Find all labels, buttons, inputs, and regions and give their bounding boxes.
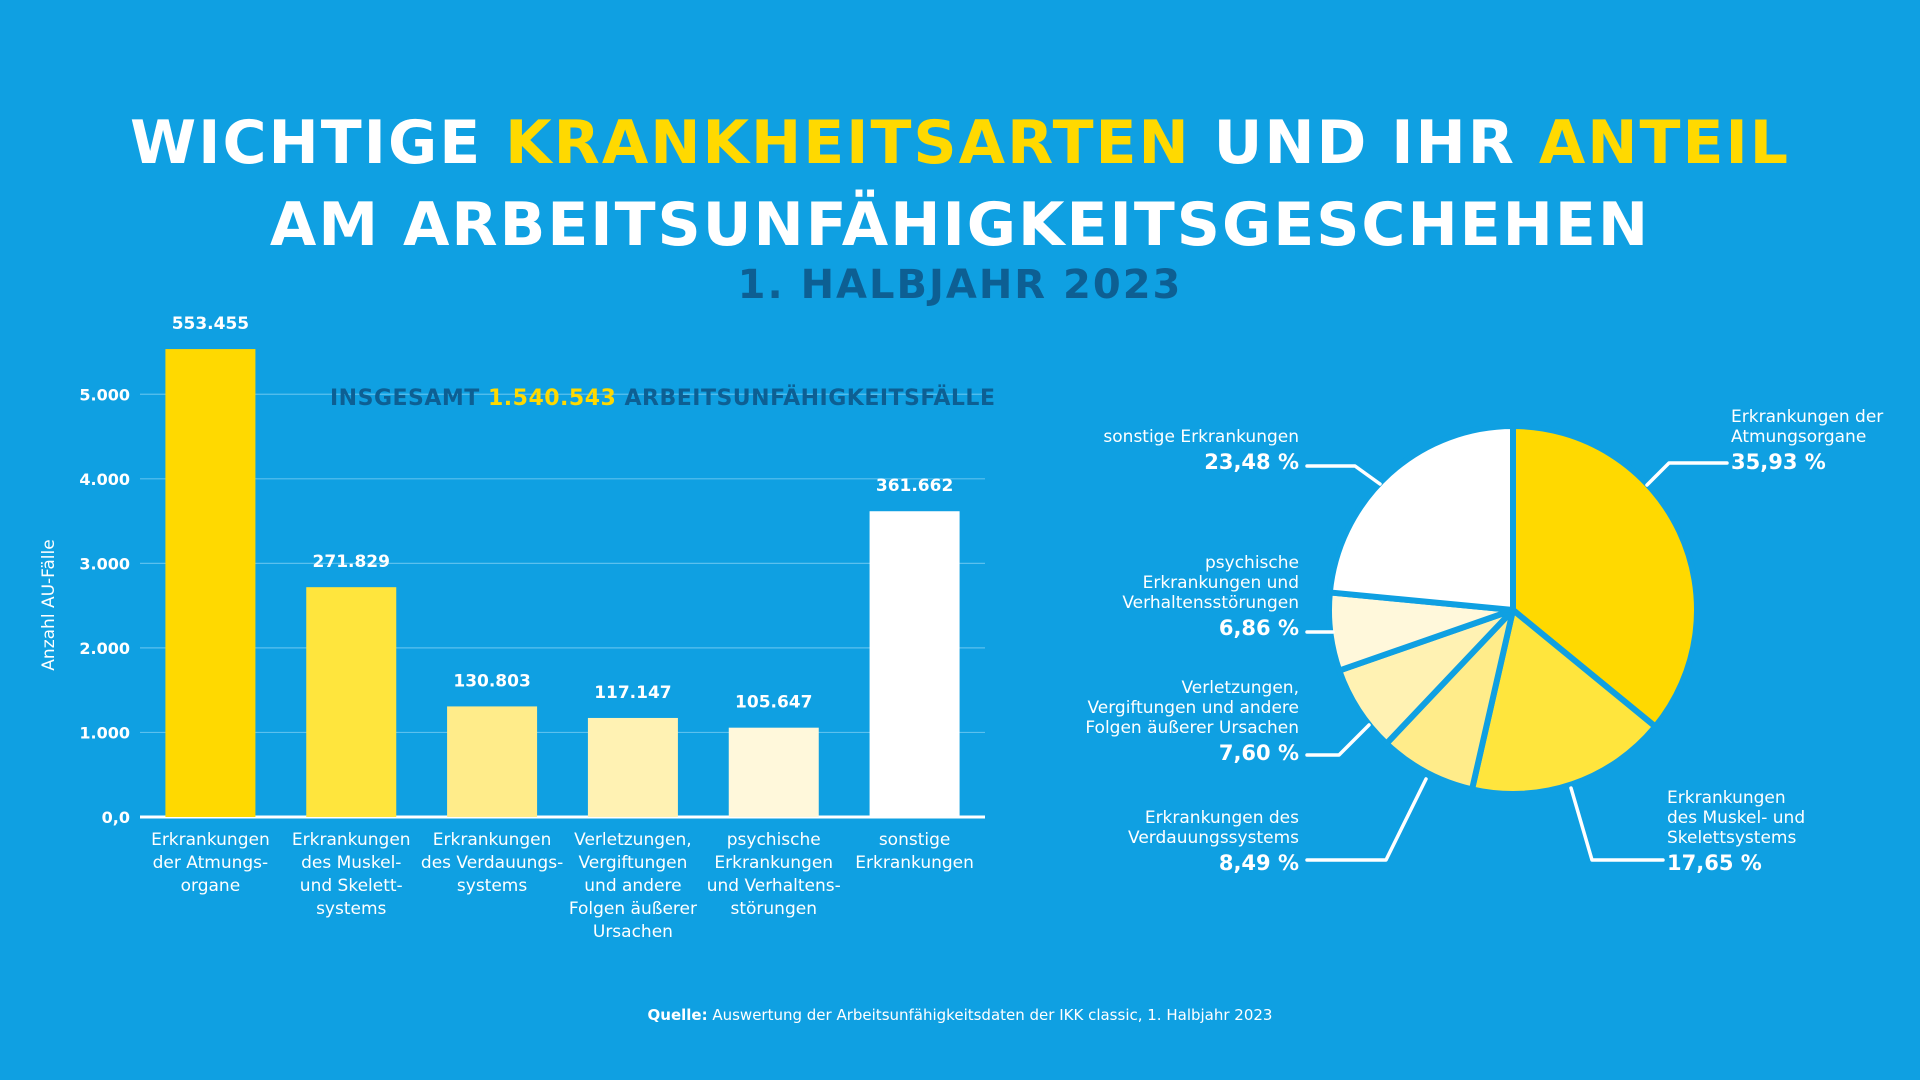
source-note: Quelle: Auswertung der Arbeitsunfähigkei… xyxy=(0,1006,1920,1024)
x-tick-label: Erkrankungen des Muskel-und Skelett-syste… xyxy=(276,829,426,921)
x-tick-label-line: Verletzungen, xyxy=(574,830,692,850)
bar-chart-grid: 0,0 1.000 2.000 3.000 4.000 5.000 xyxy=(79,385,985,827)
pie-slice xyxy=(1326,423,1516,613)
pie-slice-name-line: sonstige Erkrankungen xyxy=(1103,427,1299,447)
x-tick-label-line: sonstige xyxy=(878,830,951,850)
bar-chart: 553.455 271.829 130.803 117.147 105.647 361.6… xyxy=(165,314,960,817)
pie-slice-label: Erkrankungen des Muskel- und Skelettsystem… xyxy=(1667,788,1920,875)
bar xyxy=(306,587,397,817)
x-tick-label-line: Ursachen xyxy=(592,922,673,942)
pie-slice-percent: 7,60 % xyxy=(1218,741,1299,765)
bar xyxy=(587,717,678,817)
pie-leader-line xyxy=(1305,777,1428,862)
bar-data-label: 130.803 xyxy=(453,671,530,691)
pie-slice-name-line: Vergiftungen und andere xyxy=(1087,698,1299,718)
pie-slice xyxy=(1510,423,1700,730)
pie-slice xyxy=(1469,607,1659,797)
bar xyxy=(869,511,960,817)
bar-data-label: 361.662 xyxy=(876,476,953,496)
title-word: Wichtige xyxy=(130,108,506,178)
bar-chart-y-axis-label: Anzahl AU-Fälle xyxy=(39,539,59,671)
pie-slice-percent: 17,65 % xyxy=(1667,851,1762,875)
bar xyxy=(165,349,256,817)
x-tick-label-line: Erkrankungen xyxy=(432,830,552,850)
x-tick-label: sonstige Erkrankungen xyxy=(840,829,990,875)
pie-slice-name-line: Verdauungssystems xyxy=(1128,828,1299,848)
pie-slice-name-line: Erkrankungen des xyxy=(1144,808,1299,828)
chart-subtitle: 1. Halbjahr 2023 xyxy=(737,262,1183,308)
pie-slice-percent: 23,48 % xyxy=(1204,450,1299,474)
x-tick-label-line: Erkrankungen xyxy=(151,830,270,850)
y-tick-label: 3.000 xyxy=(79,554,130,573)
total-suffix: ARBEITSUNFÄHIGKEITSFÄLLE xyxy=(616,386,996,411)
pie-leader-line xyxy=(1305,723,1371,757)
pie-chart xyxy=(1305,423,1729,862)
total-value: 1.540.543 xyxy=(487,386,617,411)
pie-slice-name-line: Atmungsorgane xyxy=(1731,427,1867,447)
x-tick-label-line: systems xyxy=(316,899,387,919)
title-highlight-anteil: Anteil xyxy=(1538,108,1790,178)
x-tick-label-line: des Muskel- xyxy=(301,853,402,873)
x-tick-label-line: des Verdauungs- xyxy=(420,853,564,873)
x-tick-label-line: psychische xyxy=(726,830,821,850)
pie-slice-name-line: psychische xyxy=(1205,553,1299,573)
pie-slice-name-line: Skelettsystems xyxy=(1667,828,1797,848)
pie-slice-label: psychische Erkrankungen und Verhaltensstör… xyxy=(1019,553,1299,640)
y-tick-label: 2.000 xyxy=(79,639,130,658)
total-cases-label: INSGESAMT 1.540.543 ARBEITSUNFÄHIGKEITSF… xyxy=(330,386,995,411)
pie-slice-label: Verletzungen, Vergiftungen und andere Folg… xyxy=(1019,678,1299,765)
pie-slice-name-line: Erkrankungen xyxy=(1667,788,1786,808)
bar-data-label: 105.647 xyxy=(735,693,812,713)
pie-slice-label: Erkrankungen der Atmungsorgane 35,93 % xyxy=(1731,407,1920,474)
x-tick-label-line: organe xyxy=(180,876,241,896)
x-tick-label-line: Erkrankungen xyxy=(855,853,974,873)
chart-title-line-1: Wichtige Krankheitsarten und ihr Anteil xyxy=(0,108,1920,178)
y-tick-label: 4.000 xyxy=(79,470,130,489)
pie-leader-line xyxy=(1645,461,1729,487)
title-word: und ihr xyxy=(1190,108,1539,178)
pie-slice-label: Erkrankungen des Verdauungssystems 8,49 % xyxy=(1019,808,1299,875)
pie-slice-name-line: Erkrankungen der xyxy=(1731,407,1884,427)
total-prefix: INSGESAMT xyxy=(330,386,488,411)
x-tick-label-line: und Verhaltens- xyxy=(706,876,841,896)
x-tick-label-line: Erkrankungen xyxy=(291,830,411,850)
x-tick-label-line: und andere xyxy=(584,876,682,896)
pie-slice-name-line: Folgen äußerer Ursachen xyxy=(1085,718,1299,738)
y-tick-label: 5.000 xyxy=(79,385,130,404)
pie-slice-name-line: Verhaltensstörungen xyxy=(1122,593,1299,613)
pie-slice-name-line: Erkrankungen und xyxy=(1142,573,1299,593)
x-tick-label: psychische Erkrankungen und Verhaltens-stö… xyxy=(699,829,849,921)
x-tick-label-line: störungen xyxy=(730,899,818,919)
bar-data-label: 271.829 xyxy=(313,552,390,572)
bar-data-label: 117.147 xyxy=(594,683,671,703)
pie-slice-name-line: Verletzungen, xyxy=(1181,678,1299,698)
x-tick-label: Verletzungen, Vergiftungen und andere Folge… xyxy=(558,829,708,944)
pie-leader-line xyxy=(1305,464,1382,486)
bar-data-label: 553.455 xyxy=(172,314,249,334)
x-tick-label-line: Erkrankungen xyxy=(714,853,834,873)
pie-slice-label: sonstige Erkrankungen 23,48 % xyxy=(1019,427,1299,474)
bar xyxy=(447,706,538,817)
pie-leader-line xyxy=(1569,786,1665,862)
pie-slice-percent: 6,86 % xyxy=(1218,616,1299,640)
y-tick-label: 0,0 xyxy=(102,808,130,827)
x-tick-label-line: Vergiftungen xyxy=(578,853,688,873)
x-tick-label: Erkrankungen der Atmungs-organe xyxy=(135,829,285,898)
y-tick-label: 1.000 xyxy=(79,723,130,742)
x-tick-label: Erkrankungen des Verdauungs-systems xyxy=(417,829,567,898)
chart-title-line-2: am Arbeitsunfähigkeitsgeschehen xyxy=(269,190,1651,260)
title-highlight-krankheitsarten: Krankheitsarten xyxy=(505,108,1191,178)
bar xyxy=(728,727,819,817)
pie-slice-name-line: des Muskel- und xyxy=(1667,808,1806,828)
x-tick-label-line: systems xyxy=(456,876,528,896)
source-text: Auswertung der Arbeitsunfähigkeitsdaten … xyxy=(707,1006,1273,1024)
pie-slice-percent: 8,49 % xyxy=(1218,851,1299,875)
pie-slice-percent: 35,93 % xyxy=(1731,450,1826,474)
source-label: Quelle: xyxy=(647,1006,708,1024)
x-tick-label-line: und Skelett- xyxy=(299,876,403,896)
x-tick-label-line: der Atmungs- xyxy=(152,853,269,873)
x-tick-label-line: Folgen äußerer xyxy=(568,899,697,919)
